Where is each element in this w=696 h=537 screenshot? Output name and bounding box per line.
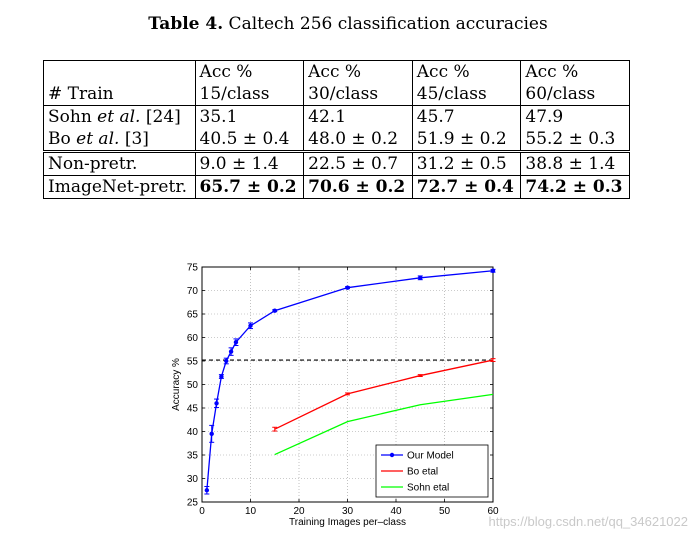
y-tick-label: 35 (187, 451, 199, 462)
data-point (219, 374, 224, 379)
y-tick-label: 40 (187, 427, 199, 438)
value-cell: 22.5 ± 0.7 (303, 151, 413, 176)
data-point (228, 349, 234, 354)
caption-text: Caltech 256 classification accuracies (223, 14, 548, 34)
x-tick-label: 10 (245, 506, 257, 517)
header-cell: 15/class (195, 83, 305, 106)
y-tick-label: 50 (187, 380, 199, 391)
value-cell: 38.8 ± 1.4 (520, 151, 630, 176)
x-tick-label: 40 (390, 506, 402, 517)
y-tick-label: 55 (187, 357, 199, 368)
x-tick-label: 0 (199, 506, 205, 517)
series-line-2 (274, 393, 494, 456)
value-cell: 70.6 ± 0.2 (303, 175, 413, 199)
header-cell: Acc % (303, 60, 413, 83)
header-cell: Acc % (195, 60, 305, 83)
method-cell: Non-pretr. (43, 151, 196, 176)
header-cell: Acc % (520, 60, 630, 83)
table-row: Sohn et al. [24] 35.1 42.1 45.7 47.9 (43, 105, 630, 128)
data-point (345, 285, 350, 290)
series-line-0 (206, 270, 494, 491)
y-tick-label: 60 (187, 333, 199, 344)
y-tick-label: 65 (187, 310, 199, 321)
table-row: Non-pretr. 9.0 ± 1.4 22.5 ± 0.7 31.2 ± 0… (43, 151, 630, 176)
value-cell: 72.7 ± 0.4 (412, 175, 522, 199)
chart-legend: Our Model Bo etal Sohn etal (375, 444, 489, 498)
series-line-1 (274, 359, 494, 430)
x-tick-label: 20 (293, 506, 305, 517)
data-point (272, 308, 277, 313)
value-cell: 74.2 ± 0.3 (520, 175, 630, 199)
header-cell: 30/class (303, 83, 413, 106)
value-cell: 48.0 ± 0.2 (303, 128, 413, 153)
y-tick-label: 75 (187, 263, 199, 274)
value-cell: 9.0 ± 1.4 (195, 151, 305, 176)
accuracy-table: Acc % Acc % Acc % Acc % # Train 15/class… (43, 60, 630, 199)
data-point (224, 358, 229, 364)
y-tick-label: 25 (187, 498, 199, 509)
x-tick-label: 60 (487, 506, 499, 517)
data-point (209, 431, 214, 437)
value-cell: 47.9 (520, 105, 630, 128)
value-cell: 45.7 (412, 105, 522, 128)
caption-label: Table 4. (148, 14, 224, 34)
data-point (490, 268, 496, 273)
data-point (418, 275, 423, 281)
table-row: Bo et al. [3] 40.5 ± 0.4 48.0 ± 0.2 51.9… (43, 128, 630, 153)
data-point (214, 401, 219, 406)
x-tick-label: 50 (439, 506, 451, 517)
legend-label: Bo etal (407, 467, 438, 478)
y-tick-label: 45 (187, 404, 199, 415)
value-cell: 51.9 ± 0.2 (412, 128, 522, 153)
table-header-row: Acc % Acc % Acc % Acc % (43, 60, 630, 83)
accuracy-line-chart: 0 10 20 30 40 50 60 25 30 35 40 45 50 55 60 65 70 75 Train… (171, 263, 499, 529)
table-header-row: # Train 15/class 30/class 45/class 60/cl… (43, 83, 630, 106)
data-point (204, 488, 210, 493)
watermark: https://blog.csdn.net/qq_34621022 (488, 514, 689, 529)
value-cell: 40.5 ± 0.4 (195, 128, 305, 153)
header-cell: # Train (43, 83, 196, 106)
x-axis-label: Training Images per–class (289, 517, 406, 528)
legend-label: Sohn etal (407, 483, 449, 494)
value-cell: 31.2 ± 0.5 (412, 151, 522, 176)
method-cell: Sohn et al. [24] (43, 105, 196, 128)
header-cell: 45/class (412, 83, 522, 106)
y-tick-label: 30 (187, 474, 199, 485)
legend-marker (389, 452, 395, 458)
value-cell: 42.1 (303, 105, 413, 128)
table-caption: Table 4. Caltech 256 classification accu… (0, 14, 696, 34)
y-axis-label: Accuracy % (171, 358, 182, 411)
header-cell: 60/class (520, 83, 630, 106)
legend-label: Our Model (407, 451, 454, 462)
value-cell: 35.1 (195, 105, 305, 128)
y-tick-label: 70 (187, 286, 199, 297)
header-cell: Acc % (412, 60, 522, 83)
method-cell: Bo et al. [3] (43, 128, 196, 153)
plot-frame (201, 266, 494, 503)
data-point (233, 340, 239, 345)
value-cell: 65.7 ± 0.2 (195, 175, 305, 199)
value-cell: 55.2 ± 0.3 (520, 128, 630, 153)
header-cell (43, 60, 196, 83)
method-cell: ImageNet-pretr. (43, 175, 196, 199)
data-point (248, 323, 253, 328)
table-row: ImageNet-pretr. 65.7 ± 0.2 70.6 ± 0.2 72… (43, 175, 630, 199)
x-tick-label: 30 (342, 506, 354, 517)
